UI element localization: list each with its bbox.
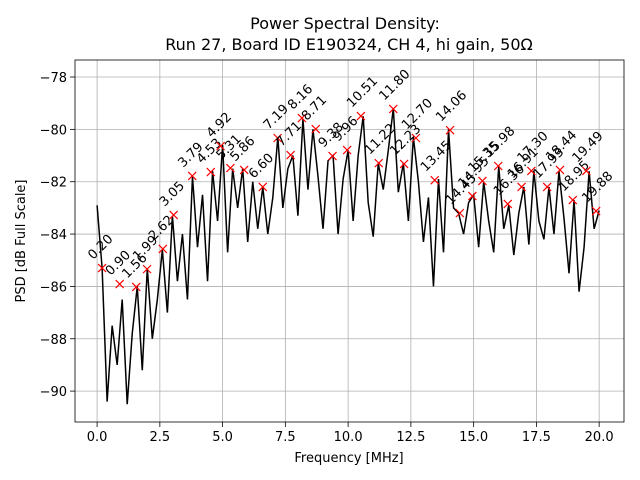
y-tick-label: −80 xyxy=(40,123,67,138)
peak-marker xyxy=(216,141,226,151)
x-axis-label: Frequency [MHz] xyxy=(294,451,403,466)
chart-subtitle: Run 27, Board ID E190324, CH 4, hi gain,… xyxy=(165,35,533,54)
x-tick-label: 15.0 xyxy=(459,430,488,445)
peak-marker xyxy=(187,171,197,181)
peak-marker xyxy=(477,176,487,186)
peak-marker xyxy=(97,263,107,273)
peak-marker xyxy=(356,111,366,121)
peak-marker xyxy=(493,161,503,171)
x-tick-label: 5.0 xyxy=(212,430,233,445)
peak-marker xyxy=(581,166,591,176)
peak-marker xyxy=(206,167,216,177)
peak-marker xyxy=(526,166,536,176)
peak-marker xyxy=(430,175,440,185)
x-tick-label: 0.0 xyxy=(87,430,108,445)
peak-marker xyxy=(328,151,337,161)
peak-marker xyxy=(342,145,352,155)
peak-marker xyxy=(239,165,249,175)
y-tick-label: −90 xyxy=(40,385,67,400)
peak-marker xyxy=(115,279,125,289)
peak-label: 10.51 xyxy=(344,74,381,111)
peak-marker xyxy=(568,195,578,205)
peak-marker xyxy=(503,199,513,209)
peak-marker xyxy=(555,165,565,175)
peak-marker xyxy=(411,133,421,143)
peak-marker xyxy=(591,206,601,216)
peak-marker xyxy=(131,282,141,292)
x-tick-label: 2.5 xyxy=(150,430,171,445)
y-tick-label: −88 xyxy=(40,333,67,348)
peak-marker xyxy=(445,125,455,135)
x-tick-label: 12.5 xyxy=(396,430,425,445)
peak-marker xyxy=(158,244,168,254)
peak-marker xyxy=(286,150,296,160)
peak-label: 11.80 xyxy=(377,67,414,104)
peak-marker xyxy=(467,191,477,201)
peak-marker xyxy=(273,133,283,143)
peak-marker xyxy=(258,182,268,192)
peak-marker xyxy=(455,208,465,218)
peak-label: 6.60 xyxy=(246,151,277,182)
peak-marker xyxy=(399,159,409,169)
peak-label: 3.05 xyxy=(157,179,188,210)
y-tick-label: −82 xyxy=(40,176,67,191)
peak-marker xyxy=(374,158,384,168)
y-axis-label: PSD [dB Full Scale] xyxy=(14,179,29,302)
peak-marker xyxy=(142,264,152,274)
y-tick-label: −78 xyxy=(40,71,67,86)
x-tick-label: 17.5 xyxy=(522,430,551,445)
peak-marker xyxy=(297,113,307,123)
peak-marker xyxy=(169,210,179,220)
peak-marker xyxy=(225,163,235,173)
x-tick-label: 20.0 xyxy=(585,430,614,445)
peak-marker xyxy=(388,104,398,114)
x-tick-label: 7.5 xyxy=(275,430,296,445)
y-tick-label: −84 xyxy=(40,228,67,243)
peak-label: 13.45 xyxy=(418,138,455,175)
peak-marker xyxy=(517,182,527,192)
x-tick-label: 10.0 xyxy=(334,430,363,445)
chart-title: Power Spectral Density: xyxy=(250,14,440,33)
y-tick-label: −86 xyxy=(40,280,67,295)
peak-label: 14.06 xyxy=(433,88,470,125)
peak-marker xyxy=(311,124,321,134)
plot-frame xyxy=(74,59,625,423)
peak-marker xyxy=(542,182,552,192)
